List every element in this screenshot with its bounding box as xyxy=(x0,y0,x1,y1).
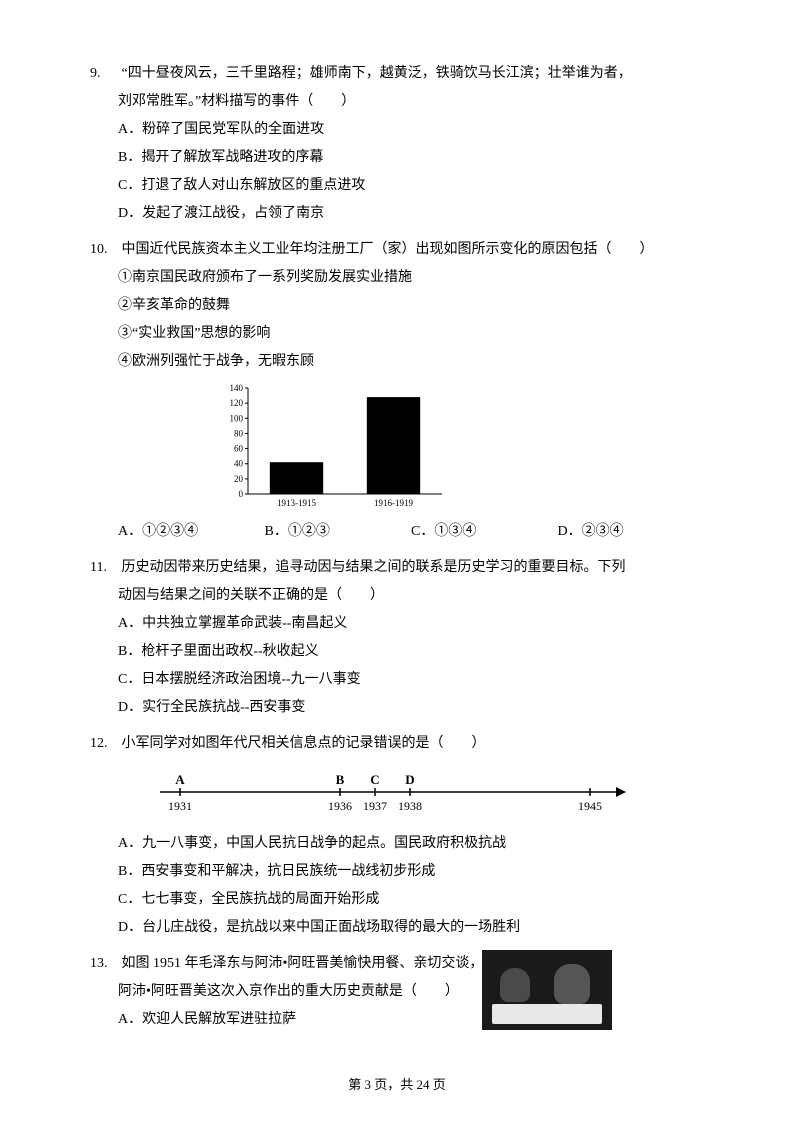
svg-text:80: 80 xyxy=(234,428,244,438)
q9-option-a: A．粉碎了国民党军队的全面进攻 xyxy=(90,116,704,144)
svg-text:1913-1915: 1913-1915 xyxy=(277,498,316,508)
svg-text:1916-1919: 1916-1919 xyxy=(374,498,413,508)
svg-text:C: C xyxy=(370,772,379,787)
q9-stem-line1: “四十昼夜风云，三千里路程；雄师南下，越黄泛，铁骑饮马长江滨；壮举谁为者， xyxy=(122,60,697,88)
q12-option-d: D．台儿庄战役，是抗战以来中国正面战场取得的最大的一场胜利 xyxy=(90,914,704,942)
q9-option-c: C．打退了敌人对山东解放区的重点进攻 xyxy=(90,172,704,200)
svg-text:120: 120 xyxy=(230,398,244,408)
q12-timeline: A 1931 B 1936 C 1937 D 1938 1945 xyxy=(90,768,704,818)
question-11: 11. 历史动因带来历史结果，追寻动因与结果之间的联系是历史学习的重要目标。下列… xyxy=(90,554,704,722)
q11-option-c: C．日本摆脱经济政治困境--九一八事变 xyxy=(90,666,704,694)
q12-number: 12. xyxy=(90,730,118,758)
q10-option-a: A．①②③④ xyxy=(118,518,265,546)
q10-option-c: C．①③④ xyxy=(411,518,558,546)
svg-text:20: 20 xyxy=(234,474,244,484)
svg-text:40: 40 xyxy=(234,459,244,469)
q11-stem-line2: 动因与结果之间的关联不正确的是（ ） xyxy=(90,582,704,610)
q10-number: 10. xyxy=(90,236,118,264)
q13-stem-line2: 阿沛•阿旺晋美这次入京作出的重大历史贡献是（ ） xyxy=(90,978,530,1006)
svg-text:1937: 1937 xyxy=(363,799,387,813)
q10-stem: 中国近代民族资本主义工业年均注册工厂（家）出现如图所示变化的原因包括（ ） xyxy=(122,236,697,264)
svg-text:140: 140 xyxy=(230,383,244,393)
svg-text:1936: 1936 xyxy=(328,799,352,813)
q10-cond-1: ①南京国民政府颁布了一系列奖励发展实业措施 xyxy=(90,264,704,292)
q9-option-d: D．发起了渡江战役，占领了南京 xyxy=(90,200,704,228)
q13-number: 13. xyxy=(90,950,118,978)
q11-option-a: A．中共独立掌握革命武装--南昌起义 xyxy=(90,610,704,638)
page-footer: 第 3 页，共 24 页 xyxy=(0,1074,794,1093)
question-12: 12. 小军同学对如图年代尺相关信息点的记录错误的是（ ） A 1931 B 1936… xyxy=(90,730,704,942)
q10-bar-chart: 0 20 40 60 80 100 120 140 1913-1915 1916-1919 xyxy=(90,382,704,512)
q9-stem-line2: 刘邓常胜军。”材料描写的事件（ ） xyxy=(90,88,704,116)
q10-option-d: D．②③④ xyxy=(558,518,705,546)
q10-option-b: B．①②③ xyxy=(265,518,412,546)
q11-option-b: B．枪杆子里面出政权--秋收起义 xyxy=(90,638,704,666)
svg-text:D: D xyxy=(405,772,414,787)
q12-stem: 小军同学对如图年代尺相关信息点的记录错误的是（ ） xyxy=(122,730,697,758)
q12-option-a: A．九一八事变，中国人民抗日战争的起点。国民政府积极抗战 xyxy=(90,830,704,858)
svg-text:1938: 1938 xyxy=(398,799,422,813)
q9-option-b: B．揭开了解放军战略进攻的序幕 xyxy=(90,144,704,172)
svg-text:B: B xyxy=(336,772,345,787)
q10-options-row: A．①②③④ B．①②③ C．①③④ D．②③④ xyxy=(90,518,704,546)
q12-option-c: C．七七事变，全民族抗战的局面开始形成 xyxy=(90,886,704,914)
svg-text:0: 0 xyxy=(239,489,244,499)
svg-text:60: 60 xyxy=(234,444,244,454)
q12-option-b: B．西安事变和平解决，抗日民族统一战线初步形成 xyxy=(90,858,704,886)
q10-cond-2: ②辛亥革命的鼓舞 xyxy=(90,292,704,320)
svg-text:1931: 1931 xyxy=(168,799,192,813)
q11-option-d: D．实行全民族抗战--西安事变 xyxy=(90,694,704,722)
svg-text:1945: 1945 xyxy=(578,799,602,813)
svg-text:100: 100 xyxy=(230,413,244,423)
q10-cond-4: ④欧洲列强忙于战争，无暇东顾 xyxy=(90,348,704,376)
question-13: 13. 如图 1951 年毛泽东与阿沛•阿旺晋美愉快用餐、亲切交谈， 阿沛•阿旺… xyxy=(90,950,704,1034)
question-10: 10. 中国近代民族资本主义工业年均注册工厂（家）出现如图所示变化的原因包括（ … xyxy=(90,236,704,546)
q11-number: 11. xyxy=(90,554,118,582)
q9-number: 9. xyxy=(90,60,118,88)
q10-cond-3: ③“实业救国”思想的影响 xyxy=(90,320,704,348)
question-9: 9. “四十昼夜风云，三千里路程；雄师南下，越黄泛，铁骑饮马长江滨；壮举谁为者，… xyxy=(90,60,704,228)
q11-stem-line1: 历史动因带来历史结果，追寻动因与结果之间的联系是历史学习的重要目标。下列 xyxy=(122,554,697,582)
svg-text:A: A xyxy=(175,772,185,787)
q13-photo xyxy=(482,950,612,1030)
